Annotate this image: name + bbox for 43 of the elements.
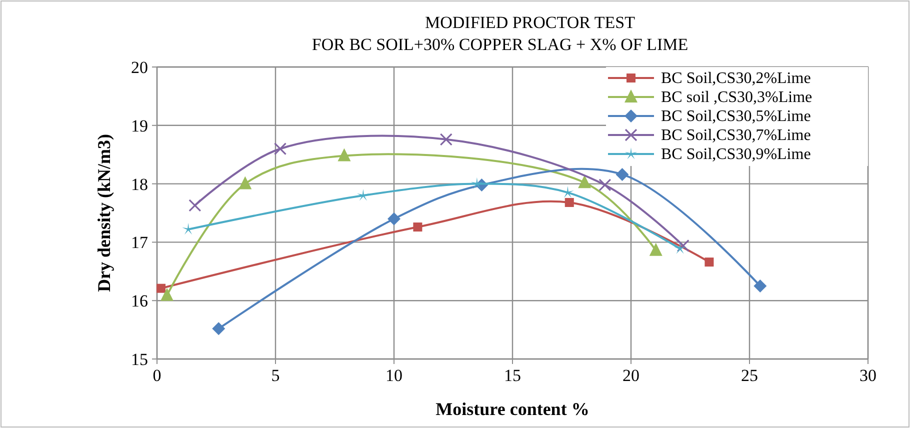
x-tick-label: 5 — [271, 366, 280, 385]
point — [160, 288, 174, 301]
point — [338, 148, 351, 162]
point — [754, 280, 767, 292]
point — [388, 212, 400, 226]
point — [238, 176, 252, 190]
y-tick-label: 20 — [131, 58, 148, 77]
x-tick-label: 20 — [622, 366, 640, 385]
point — [564, 198, 574, 207]
x-tick-label: 10 — [386, 366, 402, 385]
point — [674, 242, 686, 254]
x-tick-label: 30 — [860, 366, 876, 385]
x-tick-label: 0 — [152, 366, 162, 385]
y-tick-label: 17 — [131, 233, 148, 252]
point — [440, 133, 452, 146]
y-axis-title: Dry density (kN/m3) — [94, 134, 114, 292]
x-axis-title: Moisture content % — [436, 399, 590, 419]
legend-label: BC Soil,CS30,7%Lime — [661, 127, 811, 144]
y-tick-label: 18 — [131, 174, 148, 194]
point — [470, 177, 484, 190]
legend-label: BC Soil,CS30,2%Lime — [661, 70, 811, 87]
point — [616, 168, 629, 181]
legend-label: BC Soil,CS30,9%Lime — [661, 146, 811, 163]
chart-title: MODIFIED PROCTOR TEST — [424, 13, 636, 32]
point — [598, 178, 612, 192]
legend-label: BC soil ,CS30,3%Lime — [661, 89, 812, 106]
chart-subtitle: FOR BC SOIL+30% COPPER SLAG + X% OF LIME — [312, 35, 688, 54]
point — [274, 142, 287, 156]
point — [357, 188, 370, 201]
point — [649, 242, 662, 256]
point — [676, 239, 690, 252]
point — [156, 284, 166, 293]
y-tick-label: 15 — [131, 350, 148, 369]
y-tick-label: 19 — [131, 116, 148, 136]
point — [212, 322, 226, 336]
y-tick-label: 16 — [131, 292, 148, 311]
legend-label: BC Soil,CS30,5%Lime — [661, 108, 811, 125]
point — [413, 222, 422, 232]
x-tick-label: 15 — [504, 366, 521, 385]
point — [578, 175, 592, 188]
x-tick-label: 25 — [741, 366, 758, 385]
point — [704, 258, 714, 267]
point — [188, 199, 202, 212]
